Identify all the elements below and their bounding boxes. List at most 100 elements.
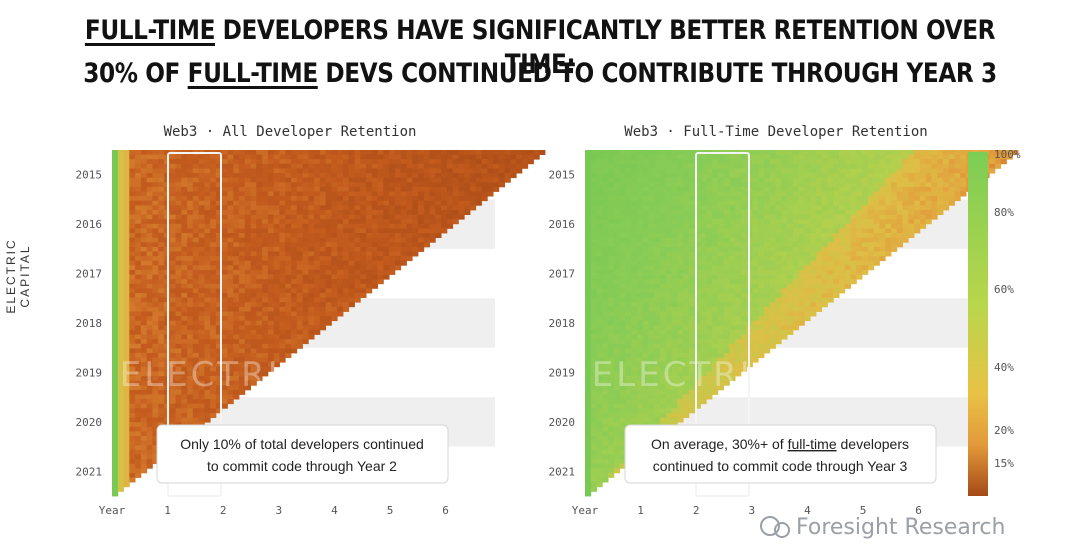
- heatmap-cell: [314, 168, 321, 174]
- heatmap-cell: [925, 210, 932, 215]
- heatmap-cell: [112, 329, 119, 335]
- heatmap-cell: [371, 214, 378, 220]
- heatmap-cell: [585, 269, 592, 275]
- heatmap-cell: [441, 223, 448, 229]
- heatmap-cell: [787, 182, 794, 188]
- heatmap-cell: [331, 191, 338, 197]
- heatmap-cell: [135, 408, 142, 414]
- heatmap-cell: [175, 233, 182, 238]
- heatmap-cell: [366, 251, 373, 257]
- heatmap-cell: [152, 426, 159, 432]
- heatmap-cell: [135, 454, 142, 460]
- heatmap-cell: [279, 334, 286, 340]
- heatmap-cell: [665, 200, 672, 206]
- heatmap-cell: [781, 219, 788, 225]
- heatmap-cell: [210, 329, 217, 335]
- heatmap-cell: [325, 306, 332, 312]
- heatmap-cell: [198, 334, 205, 340]
- heatmap-cell: [117, 431, 124, 437]
- heatmap-cell: [314, 200, 321, 206]
- heatmap-cell: [158, 205, 165, 211]
- heatmap-cell: [712, 196, 719, 202]
- heatmap-cell: [648, 306, 655, 312]
- heatmap-cell: [360, 288, 367, 294]
- heatmap-cell: [723, 316, 730, 322]
- heatmap-cell: [233, 246, 240, 252]
- heatmap-cell: [181, 348, 188, 354]
- heatmap-cell: [123, 159, 130, 165]
- heatmap-cell: [752, 191, 759, 197]
- heatmap-cell: [129, 246, 136, 252]
- heatmap-cell: [902, 200, 909, 206]
- heatmap-cell: [244, 339, 251, 345]
- heatmap-cell: [989, 163, 996, 169]
- heatmap-cell: [712, 186, 719, 192]
- heatmap-cell: [129, 357, 136, 363]
- heatmap-cell: [394, 205, 402, 211]
- heatmap-cell: [423, 237, 430, 243]
- heatmap-cell: [198, 385, 205, 391]
- heatmap-cell: [112, 357, 119, 363]
- heatmap-cell: [308, 233, 315, 238]
- heatmap-cell: [371, 200, 378, 206]
- heatmap-cell: [706, 210, 713, 215]
- heatmap-cell: [181, 237, 188, 243]
- heatmap-cell: [394, 163, 402, 169]
- heatmap-cell: [642, 311, 649, 317]
- heatmap-cell: [418, 228, 425, 234]
- heatmap-cell: [585, 316, 592, 322]
- heatmap-cell: [827, 297, 834, 303]
- heatmap-cell: [833, 242, 840, 248]
- heatmap-cell: [244, 223, 251, 229]
- heatmap-cell: [683, 279, 690, 285]
- heatmap-cell: [856, 205, 863, 211]
- heatmap-cell: [833, 288, 840, 294]
- heatmap-cell: [377, 210, 384, 215]
- heatmap-cell: [383, 214, 390, 220]
- heatmap-cell: [117, 196, 124, 202]
- right-chart-title: Web3 · Full-Time Developer Retention: [624, 124, 927, 140]
- heatmap-cell: [314, 260, 321, 266]
- heatmap-cell: [140, 196, 148, 202]
- heatmap-cell: [717, 269, 724, 275]
- heatmap-cell: [412, 228, 419, 234]
- heatmap-cell: [873, 233, 880, 238]
- heatmap-cell: [613, 302, 621, 308]
- heatmap-cell: [665, 293, 672, 298]
- heatmap-cell: [758, 233, 765, 238]
- heatmap-cell: [135, 191, 142, 197]
- heatmap-cell: [683, 316, 690, 322]
- heatmap-cell: [602, 293, 609, 298]
- heatmap-cell: [475, 163, 482, 169]
- heatmap-cell: [291, 316, 298, 322]
- heatmap-cell: [135, 426, 142, 432]
- heatmap-cell: [625, 260, 632, 266]
- heatmap-cell: [700, 302, 707, 308]
- heatmap-cell: [677, 173, 684, 179]
- heatmap-cell: [227, 233, 234, 238]
- heatmap-cell: [192, 177, 199, 183]
- heatmap-cell: [239, 325, 246, 331]
- heatmap-cell: [325, 214, 332, 220]
- heatmap-cell: [296, 279, 303, 285]
- heatmap-cell: [279, 210, 286, 215]
- heatmap-cell: [140, 228, 148, 234]
- heatmap-cell: [608, 186, 615, 192]
- heatmap-cell: [787, 223, 794, 229]
- heatmap-cell: [810, 260, 817, 266]
- heatmap-cell: [302, 191, 309, 197]
- heatmap-cell: [140, 445, 148, 451]
- heatmap-cell: [821, 223, 828, 229]
- heatmap-cell: [694, 233, 701, 238]
- heatmap-cell: [400, 256, 407, 262]
- heatmap-cell: [239, 348, 246, 354]
- heatmap-cell: [112, 163, 119, 169]
- heatmap-cell: [331, 260, 338, 266]
- heatmap-cell: [262, 283, 269, 289]
- heatmap-cell: [262, 357, 269, 363]
- heatmap-cell: [210, 302, 217, 308]
- heatmap-cell: [354, 237, 361, 243]
- heatmap-cell: [215, 297, 223, 303]
- heatmap-cell: [181, 173, 188, 179]
- heatmap-cell: [665, 150, 672, 155]
